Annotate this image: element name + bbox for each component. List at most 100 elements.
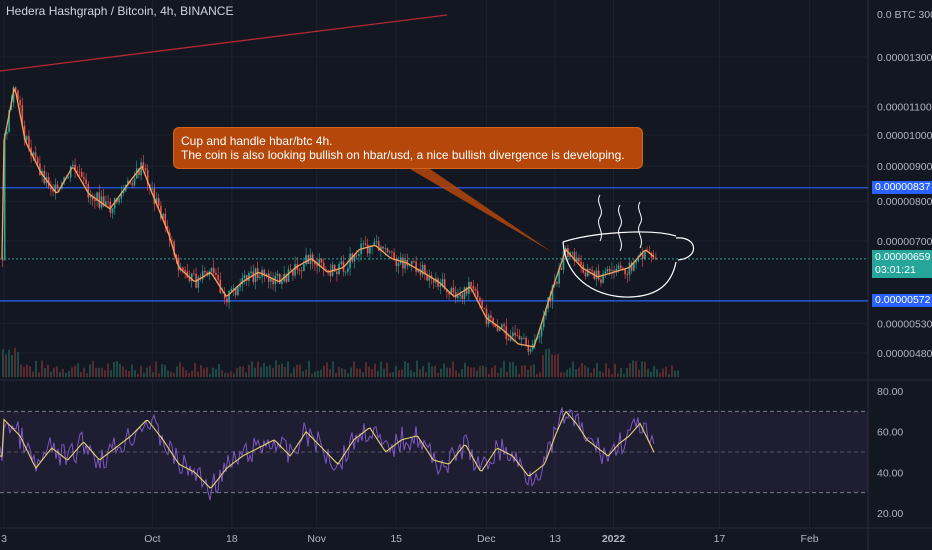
- candle-body: [267, 273, 270, 282]
- candle-body: [74, 164, 76, 171]
- candle-body: [164, 213, 167, 227]
- candle-body: [212, 267, 215, 273]
- volume-bar: [437, 372, 439, 377]
- volume-bar: [140, 365, 142, 377]
- candle-body: [644, 251, 646, 259]
- candle-body: [523, 337, 525, 339]
- candle-body: [655, 257, 657, 260]
- volume-bar: [203, 368, 205, 377]
- candle-body: [611, 270, 613, 272]
- volume-bar: [677, 370, 679, 377]
- candle-body: [87, 184, 90, 198]
- candle-body: [127, 180, 129, 186]
- candle-body: [316, 264, 318, 267]
- candle-body: [461, 294, 464, 299]
- candle-body: [17, 90, 19, 100]
- candle-body: [215, 272, 217, 275]
- volume-bar: [431, 366, 433, 377]
- candle-body: [96, 192, 98, 201]
- volume-bar: [380, 361, 382, 377]
- volume-bar: [359, 368, 361, 377]
- volume-bar: [497, 372, 499, 377]
- candle-body: [305, 255, 307, 265]
- volume-bar: [20, 364, 22, 377]
- current-price-value: 0.00000659: [875, 251, 931, 263]
- candle-body: [151, 188, 153, 190]
- volume-bar: [512, 362, 514, 377]
- candle-body: [375, 241, 378, 243]
- candle-body: [424, 264, 426, 275]
- volume-bar: [191, 370, 193, 377]
- price-tick-label: 0.00001100: [877, 102, 932, 114]
- volume-bar: [41, 360, 43, 377]
- volume-bar: [443, 363, 445, 377]
- candle-body: [503, 324, 505, 327]
- volume-bar: [563, 372, 565, 377]
- candle-body: [355, 255, 358, 257]
- candle-body: [144, 167, 147, 171]
- volume-bar: [227, 372, 229, 377]
- candle-body: [443, 279, 446, 289]
- volume-bar: [668, 373, 670, 377]
- time-tick-label: Feb: [801, 533, 819, 545]
- volume-bar: [245, 372, 247, 377]
- volume-bar: [254, 367, 256, 377]
- candle-body: [633, 263, 635, 271]
- volume-bar: [131, 364, 133, 377]
- volume-bar: [299, 364, 301, 377]
- candle-body: [76, 170, 79, 172]
- steam-line: [598, 194, 602, 242]
- candle-body: [415, 261, 417, 272]
- candle-body: [369, 247, 371, 254]
- volume-bar: [89, 364, 91, 377]
- volume-bar: [464, 362, 466, 377]
- candle-body: [527, 345, 530, 352]
- candle-body: [410, 261, 413, 265]
- candle-body: [78, 171, 81, 173]
- volume-bar: [134, 370, 136, 377]
- candle-body: [83, 177, 85, 180]
- volume-bar: [566, 369, 568, 377]
- volume-bar: [236, 367, 238, 377]
- volume-bar: [557, 353, 559, 377]
- volume-bar: [5, 354, 7, 377]
- volume-bar: [269, 365, 271, 377]
- volume-bar: [356, 368, 358, 377]
- volume-bar: [200, 365, 202, 377]
- volume-bar: [629, 363, 631, 377]
- price-tick-label: 0.00000700: [877, 236, 932, 248]
- candle-body: [608, 268, 611, 272]
- volume-bar: [14, 347, 16, 377]
- cup-body: [562, 241, 677, 298]
- volume-bar: [197, 371, 199, 377]
- volume-bar: [470, 367, 472, 377]
- candle-body: [25, 136, 28, 141]
- volume-bar: [581, 363, 583, 377]
- candle-body: [157, 198, 160, 206]
- volume-bar: [674, 370, 676, 377]
- volume-bar: [383, 368, 385, 377]
- volume-bar: [569, 367, 571, 377]
- volume-bar: [80, 372, 82, 377]
- candle-body: [52, 189, 54, 192]
- candle-body: [595, 270, 598, 279]
- volume-bar: [587, 367, 589, 377]
- candle-body: [494, 324, 497, 328]
- volume-bar: [98, 367, 100, 377]
- annotation-note[interactable]: Cup and handle hbar/btc 4h. The coin is …: [173, 127, 643, 169]
- candle-body: [606, 268, 609, 272]
- candle-body: [384, 248, 387, 250]
- volume-bar: [476, 370, 478, 377]
- candle-body: [184, 269, 186, 272]
- candle-body: [241, 278, 244, 285]
- volume-bar: [35, 360, 37, 377]
- candle-body: [102, 196, 105, 207]
- candle-body: [162, 213, 164, 219]
- volume-bar: [167, 370, 169, 377]
- candle-body: [382, 246, 384, 249]
- candle-body: [474, 288, 477, 291]
- candle-body: [329, 270, 332, 276]
- candle-body: [615, 268, 618, 273]
- candle-body: [105, 201, 107, 207]
- note-pointer: [410, 169, 552, 252]
